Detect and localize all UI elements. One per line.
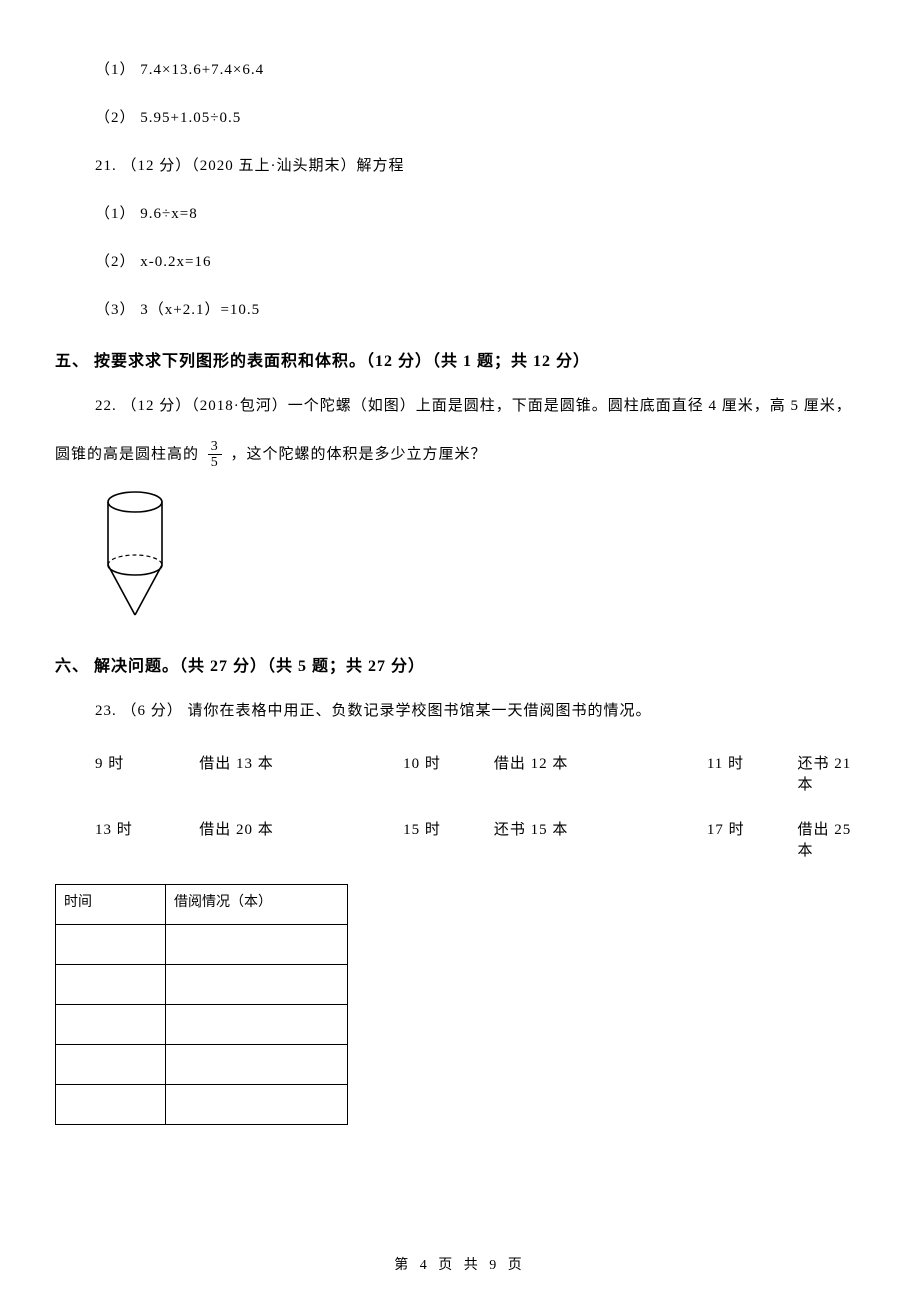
data-cell: 15 时: [403, 818, 494, 860]
table-row: [56, 964, 166, 1004]
table-row: [56, 1044, 166, 1084]
top-figure: [90, 485, 865, 630]
section6-heading: 六、 解决问题。（共 27 分）（共 5 题；共 27 分）: [55, 652, 865, 676]
q22-line2a: 圆锥的高是圆柱高的: [55, 446, 204, 462]
data-cell: 9 时: [95, 752, 199, 794]
data-cell: 17 时: [707, 818, 798, 860]
data-row: 9 时借出 13 本10 时借出 12 本11 时还书 21 本: [55, 752, 865, 794]
data-cell: 还书 15 本: [494, 818, 707, 860]
data-cell: 10 时: [403, 752, 494, 794]
table-row: [56, 1084, 166, 1124]
q21-sub3: （3） 3（x+2.1）=10.5: [95, 295, 865, 325]
q21-sub2: （2） x-0.2x=16: [95, 247, 865, 277]
data-cell: 借出 12 本: [494, 752, 707, 794]
q23-header: 23. （6 分） 请你在表格中用正、负数记录学校图书馆某一天借阅图书的情况。: [95, 696, 865, 726]
page-footer: 第 4 页 共 9 页: [0, 1254, 920, 1274]
table-row: [166, 1044, 348, 1084]
fraction-3-5: 3 5: [204, 439, 226, 471]
frac-den: 5: [208, 455, 222, 470]
data-cell: 13 时: [95, 818, 199, 860]
th-time: 时间: [56, 884, 166, 924]
data-row: 13 时借出 20 本15 时还书 15 本17 时借出 25 本: [55, 818, 865, 860]
table-row: [166, 1084, 348, 1124]
table-row: [56, 1004, 166, 1044]
data-cell: 借出 25 本: [797, 818, 865, 860]
data-cell: 借出 20 本: [199, 818, 403, 860]
data-cell: 借出 13 本: [199, 752, 403, 794]
data-cell: 11 时: [707, 752, 798, 794]
q22-line2b: ，这个陀螺的体积是多少立方厘米？: [231, 446, 487, 462]
answer-table: 时间 借阅情况（本）: [55, 884, 348, 1125]
table-row: [166, 1004, 348, 1044]
table-row: [166, 964, 348, 1004]
q20-sub2: （2） 5.95+1.05÷0.5: [95, 103, 865, 133]
table-row: [166, 924, 348, 964]
q21-sub1: （1） 9.6÷x=8: [95, 199, 865, 229]
th-status: 借阅情况（本）: [166, 884, 348, 924]
q22-line1: 22. （12 分）（2018·包河）一个陀螺（如图）上面是圆柱，下面是圆锥。圆…: [95, 391, 865, 421]
q20-sub1: （1） 7.4×13.6+7.4×6.4: [95, 55, 865, 85]
table-row: [56, 924, 166, 964]
q23-data-rows: 9 时借出 13 本10 时借出 12 本11 时还书 21 本13 时借出 2…: [55, 752, 865, 860]
data-cell: 还书 21 本: [797, 752, 865, 794]
section5-heading: 五、 按要求求下列图形的表面积和体积。（12 分）（共 1 题；共 12 分）: [55, 347, 865, 371]
q21-header: 21. （12 分）（2020 五上·汕头期末）解方程: [95, 151, 865, 181]
frac-num: 3: [208, 439, 222, 455]
